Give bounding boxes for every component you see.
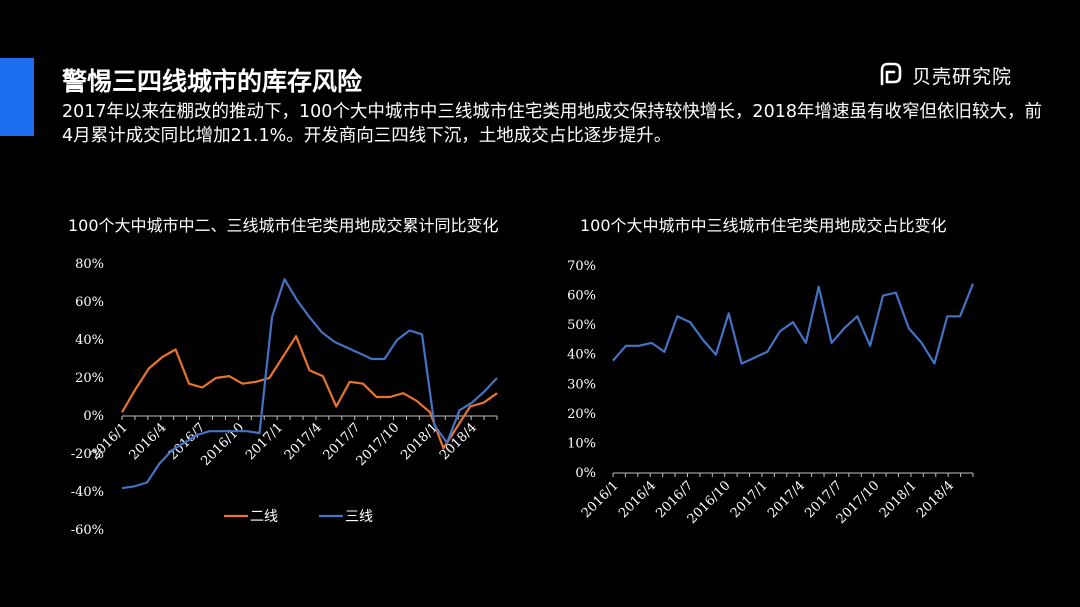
y-tick-label: 60% — [567, 289, 596, 304]
x-tick-label: 2018/1 — [877, 478, 920, 521]
x-tick-label: 2018/4 — [914, 478, 957, 521]
y-tick-label: 50% — [567, 318, 596, 333]
x-tick-label: 2017/1 — [728, 478, 771, 521]
y-tick-label: 40% — [567, 348, 596, 363]
logo-text: 贝壳研究院 — [912, 65, 1013, 88]
chart-2-title: 100个大中城市中三线城市住宅类用地成交占比变化 — [580, 216, 947, 235]
y-tick-label: -60% — [71, 523, 104, 538]
x-tick-label: 2016/1 — [579, 478, 622, 521]
y-tick-label: 40% — [75, 333, 104, 348]
y-tick-label: 0% — [83, 409, 104, 424]
y-tick-label: 0% — [575, 466, 596, 481]
y-tick-label: 20% — [567, 407, 596, 422]
legend-label-1: 三线 — [345, 509, 373, 525]
shell-logo-icon — [880, 62, 902, 86]
y-tick-label: 80% — [75, 257, 104, 272]
y-tick-label: -40% — [71, 485, 104, 500]
chart-1-title: 100个大中城市中二、三线城市住宅类用地成交累计同比变化 — [68, 216, 499, 235]
logo: 贝壳研究院 — [876, 60, 1012, 90]
y-tick-label: 70% — [567, 259, 596, 274]
y-tick-label: 20% — [75, 371, 104, 386]
y-tick-label: 10% — [567, 436, 596, 451]
page-title: 警惕三四线城市的库存风险 — [62, 67, 363, 96]
legend-label-0: 二线 — [250, 509, 278, 525]
series-line-0 — [612, 283, 975, 365]
series-line-1 — [121, 278, 498, 490]
y-tick-label: 30% — [567, 377, 596, 392]
x-tick-label: 2017/4 — [765, 478, 808, 521]
x-tick-label: 2016/4 — [616, 478, 659, 521]
accent-bar — [0, 58, 34, 136]
y-tick-label: 60% — [75, 295, 104, 310]
y-tick-label: -20% — [71, 447, 104, 462]
description: 2017年以来在棚改的推动下，100个大中城市中三线城市住宅类用地成交保持较快增… — [62, 102, 1042, 146]
